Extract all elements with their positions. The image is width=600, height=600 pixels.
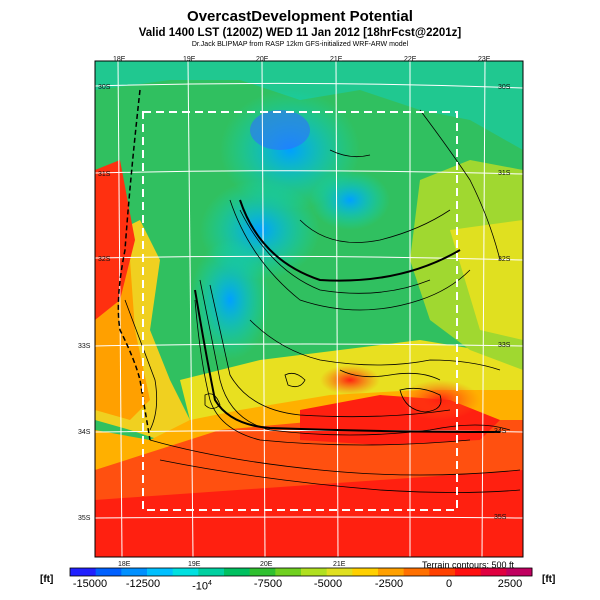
map-title: OvercastDevelopment Potential bbox=[187, 8, 413, 25]
colorbar-tick: -5000 bbox=[313, 578, 343, 590]
lat-label-right-35s: 35S bbox=[494, 514, 507, 521]
lat-label-left-32s: 32S bbox=[98, 256, 111, 263]
source-line: Dr.Jack BLIPMAP from RASP 12km GFS-initi… bbox=[191, 41, 409, 48]
lat-label-left-33s: 33S bbox=[78, 343, 91, 350]
lon-label-21e: 21E bbox=[330, 56, 343, 63]
colorbar-swatch bbox=[121, 568, 148, 576]
colorbar-swatch bbox=[480, 568, 507, 576]
colorbar-swatch bbox=[95, 568, 122, 576]
colorbar-swatch bbox=[249, 568, 276, 576]
colorbar-tick: -7500 bbox=[253, 578, 283, 590]
lat-label-right-34s: 34S bbox=[494, 428, 507, 435]
terrain-contours bbox=[124, 109, 521, 493]
colorbar-unit-left: [ft] bbox=[40, 574, 54, 585]
lon-label-18e: 18E bbox=[113, 56, 126, 63]
lon-label-19e: 19E bbox=[183, 56, 196, 63]
colorbar-swatch bbox=[403, 568, 430, 576]
colorbar-swatch bbox=[147, 568, 174, 576]
colorbar-tick: 2500 bbox=[497, 578, 523, 590]
lon-label-bottom-19e: 19E bbox=[188, 561, 201, 568]
colorbar-swatch bbox=[326, 568, 353, 576]
colorbar-swatch bbox=[301, 568, 328, 576]
colorbar-swatch bbox=[198, 568, 225, 576]
colorbar-swatch bbox=[352, 568, 379, 576]
lon-label-bottom-20e: 20E bbox=[260, 561, 273, 568]
lon-label-20e: 20E bbox=[256, 56, 269, 63]
colorbar-swatch bbox=[378, 568, 405, 576]
colorbar-swatch bbox=[506, 568, 533, 576]
graticule bbox=[95, 61, 523, 557]
colorbar-tick: -15000 bbox=[72, 578, 108, 590]
lat-label-left-34s: 34S bbox=[78, 429, 91, 436]
lat-label-left-31s: 31S bbox=[98, 171, 111, 178]
colorbar-tick: 0 bbox=[445, 578, 453, 590]
lon-label-bottom-18e: 18E bbox=[118, 561, 131, 568]
colorbar-tick: -2500 bbox=[374, 578, 404, 590]
terrain-contour-note: Terrain contours: 500 ft bbox=[421, 560, 514, 570]
valid-time-line: Valid 1400 LST (1200Z) WED 11 Jan 2012 [… bbox=[138, 27, 462, 39]
colorbar-unit-right: [ft] bbox=[542, 574, 556, 585]
lon-label-22e: 22E bbox=[404, 56, 417, 63]
colorbar-swatch bbox=[70, 568, 97, 576]
lat-label-left-30s: 30S bbox=[98, 84, 111, 91]
colorbar-tick: -12500 bbox=[125, 578, 161, 590]
lat-label-right-32s: 32S bbox=[498, 256, 511, 263]
lat-label-left-35s: 35S bbox=[78, 515, 91, 522]
lat-label-right-31s: 31S bbox=[498, 170, 511, 177]
colorbar-swatch bbox=[455, 568, 482, 576]
inner-domain-box bbox=[142, 111, 458, 511]
colorbar-swatch bbox=[275, 568, 302, 576]
lat-label-right-30s: 30S bbox=[498, 84, 511, 91]
field-layer bbox=[95, 61, 523, 557]
coastline bbox=[117, 89, 151, 441]
colorbar-frame bbox=[69, 567, 533, 577]
lon-label-23e: 23E bbox=[478, 56, 491, 63]
colorbar-tick: -104 bbox=[192, 580, 212, 593]
colorbar bbox=[69, 567, 533, 577]
terrain-contours-bold bbox=[194, 199, 501, 433]
colorbar-swatch bbox=[224, 568, 251, 576]
lon-label-bottom-21e: 21E bbox=[333, 561, 346, 568]
map-frame bbox=[94, 60, 524, 558]
colorbar-swatch bbox=[429, 568, 456, 576]
colorbar-swatch bbox=[172, 568, 199, 576]
lat-label-right-33s: 33S bbox=[498, 342, 511, 349]
